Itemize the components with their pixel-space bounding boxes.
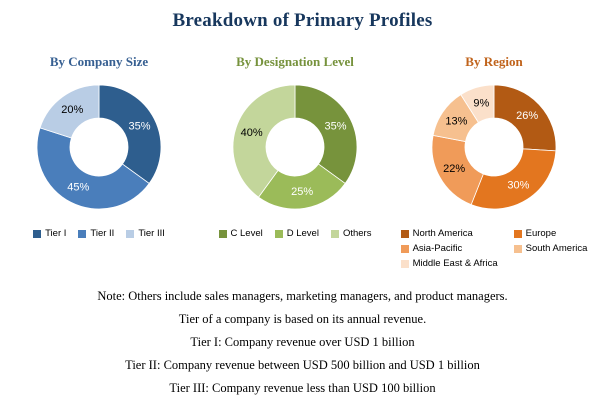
segment-percent-label-tier-ii: 45% <box>67 182 89 194</box>
donut-segment-europe <box>470 148 557 210</box>
donut-segment-c-level <box>294 84 358 185</box>
chart-subtitle-company-size: By Company Size <box>49 54 149 69</box>
legend-label: Tier I <box>45 228 67 239</box>
legend-swatch-south-america <box>513 244 522 253</box>
donut-chart-company-size: 35% 45% 20% <box>36 84 162 210</box>
chart-designation-level: By Designation Level 35% 25% 40% C Level D … <box>198 54 392 239</box>
segment-percent-label-d-level: 25% <box>291 186 313 198</box>
legend-item-tier-iii: Tier III <box>126 228 165 239</box>
legend-item-asia-pacific: Asia-Pacific <box>400 243 498 254</box>
legend-label: Middle East & Africa <box>412 258 498 269</box>
legend-swatch-tier-iii <box>126 229 135 238</box>
legend-item-others: Others <box>330 228 372 239</box>
legend-label: Tier II <box>90 228 115 239</box>
note-line: Tier I: Company revenue over USD 1 billi… <box>190 335 415 349</box>
segment-percent-label-north-america: 26% <box>516 110 538 122</box>
segment-percent-label-south-america: 13% <box>445 115 467 127</box>
legend-item-tier-ii: Tier II <box>78 228 114 239</box>
segment-percent-label-europe: 30% <box>507 179 529 191</box>
legend-swatch-d-level <box>274 229 283 238</box>
legend-swatch-others <box>330 229 339 238</box>
donut-segment-middle-east-africa <box>460 84 495 124</box>
donut-segment-tier-iii <box>39 84 100 139</box>
legend-item-d-level: D Level <box>274 228 319 239</box>
legend-swatch-tier-i <box>33 229 42 238</box>
notes-block: Note: Others include sales managers, mar… <box>0 289 605 404</box>
legend-item-europe: Europe <box>513 228 588 239</box>
legend-item-c-level: C Level <box>218 228 263 239</box>
legend-label: Others <box>342 228 372 239</box>
legend-item-north-america: North America <box>400 228 498 239</box>
legend-label: Tier III <box>138 228 165 239</box>
segment-percent-label-asia-pacific: 22% <box>443 163 465 175</box>
segment-percent-label-c-level: 35% <box>324 120 346 132</box>
chart-company-size: By Company Size 35% 45% 20% Tier I Tier II T… <box>2 54 196 239</box>
legend-designation-level: C Level D Level Others <box>218 228 372 239</box>
donut-segment-others <box>232 84 296 198</box>
note-line: Tier of a company is based on its annual… <box>178 312 427 326</box>
segment-percent-label-others: 40% <box>241 127 263 139</box>
legend-label: D Level <box>286 228 319 239</box>
legend-label: North America <box>412 228 473 239</box>
legend-label: Europe <box>525 228 557 239</box>
chart-region: By Region 26% 30% 22% 13% 9% North America Eu… <box>388 54 600 269</box>
segment-percent-label-tier-iii: 20% <box>61 104 83 116</box>
legend-company-size: Tier I Tier II Tier III <box>33 228 165 239</box>
note-line: Tier III: Company revenue less than USD … <box>169 381 436 395</box>
donut-segment-tier-ii <box>36 127 150 210</box>
legend-item-tier-i: Tier I <box>33 228 66 239</box>
legend-region: North America Europe Asia-Pacific South Ame… <box>400 228 588 269</box>
figure-title: Breakdown of Primary Profiles <box>172 10 433 31</box>
note-line: Note: Others include sales managers, mar… <box>97 289 508 303</box>
legend-label: South America <box>525 243 588 254</box>
chart-subtitle-designation-level: By Designation Level <box>236 54 354 69</box>
donut-segment-tier-i <box>98 84 162 185</box>
legend-swatch-middle-east-africa <box>400 259 409 268</box>
legend-swatch-c-level <box>218 229 227 238</box>
legend-label: C Level <box>230 228 263 239</box>
donut-chart-region: 26% 30% 22% 13% 9% <box>431 84 557 210</box>
legend-item-south-america: South America <box>513 243 588 254</box>
donut-segment-north-america <box>493 84 557 152</box>
donut-segment-asia-pacific <box>431 134 484 206</box>
legend-label: Asia-Pacific <box>412 243 463 254</box>
segment-percent-label-tier-i: 35% <box>128 120 150 132</box>
legend-item-middle-east-africa: Middle East & Africa <box>400 258 498 269</box>
legend-swatch-europe <box>513 229 522 238</box>
segment-percent-label-middle-east-africa: 9% <box>473 97 489 109</box>
legend-swatch-asia-pacific <box>400 244 409 253</box>
note-line: Tier II: Company revenue between USD 500… <box>125 358 480 372</box>
chart-subtitle-region: By Region <box>465 54 523 69</box>
donut-chart-designation-level: 35% 25% 40% <box>232 84 358 210</box>
legend-swatch-tier-ii <box>78 229 87 238</box>
legend-swatch-north-america <box>400 229 409 238</box>
